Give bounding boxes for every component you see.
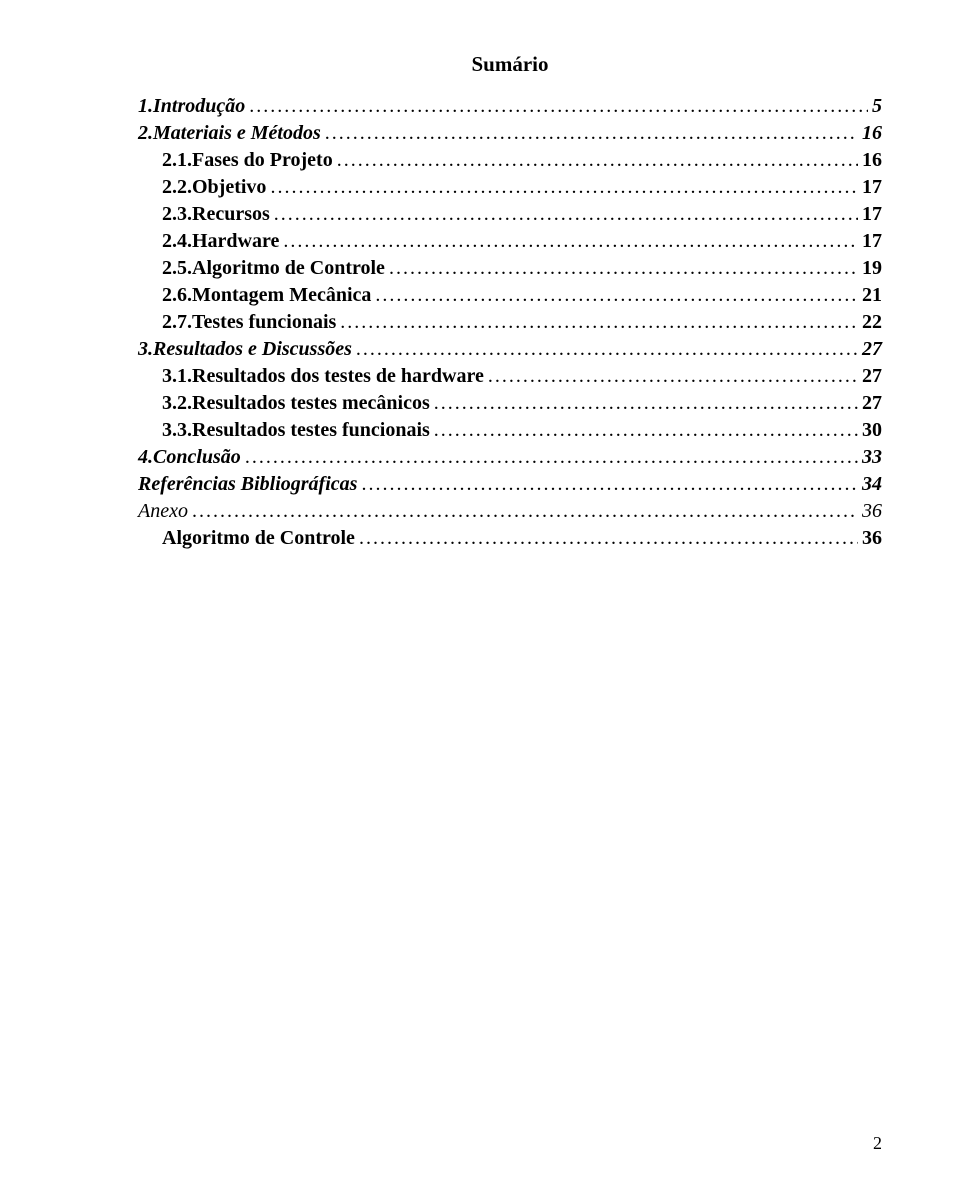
toc-leader (283, 230, 858, 253)
toc-leader (274, 203, 858, 226)
toc-entry-label: 2.6.Montagem Mecânica (162, 284, 371, 307)
toc-entry-page: 19 (862, 257, 882, 280)
toc-entry-label: 4.Conclusão (138, 446, 241, 469)
toc-entry-page: 33 (862, 446, 882, 469)
toc-entry-label: 2.4.Hardware (162, 230, 279, 253)
toc-entry: 2.6.Montagem Mecânica 21 (138, 284, 882, 307)
toc-entry: 2.3.Recursos 17 (138, 203, 882, 226)
toc-entry: 2.5.Algoritmo de Controle 19 (138, 257, 882, 280)
toc-leader (192, 500, 858, 523)
toc-entry-page: 36 (862, 527, 882, 550)
toc-leader (356, 338, 858, 361)
toc-entry: 2.1.Fases do Projeto 16 (138, 149, 882, 172)
page-title: Sumário (138, 52, 882, 77)
toc-entry-label: 3.3.Resultados testes funcionais (162, 419, 430, 442)
toc-entry-label: 2.2.Objetivo (162, 176, 266, 199)
toc-entry-label: 2.1.Fases do Projeto (162, 149, 333, 172)
toc-leader (488, 365, 858, 388)
toc-entry-label: 2.7.Testes funcionais (162, 311, 336, 334)
toc-leader (325, 122, 858, 145)
toc-entry-label: Algoritmo de Controle (162, 527, 355, 550)
toc-entry-page: 27 (862, 338, 882, 361)
toc-leader (361, 473, 858, 496)
toc-entry-page: 17 (862, 230, 882, 253)
toc-entry-page: 27 (862, 392, 882, 415)
toc-entry: 2.Materiais e Métodos 16 (138, 122, 882, 145)
toc-entry: Algoritmo de Controle 36 (138, 527, 882, 550)
toc-entry-page: 36 (862, 500, 882, 523)
toc-leader (270, 176, 858, 199)
toc-entry: 1.Introdução 5 (138, 95, 882, 118)
toc-entry-page: 22 (862, 311, 882, 334)
toc-entry-page: 30 (862, 419, 882, 442)
toc-leader (375, 284, 858, 307)
toc-leader (434, 419, 858, 442)
toc-leader (245, 446, 858, 469)
toc-entry: 4.Conclusão 33 (138, 446, 882, 469)
toc-entry: Referências Bibliográficas 34 (138, 473, 882, 496)
toc-entry-page: 27 (862, 365, 882, 388)
toc-entry: 2.2.Objetivo 17 (138, 176, 882, 199)
toc-entry-label: 3.1.Resultados dos testes de hardware (162, 365, 484, 388)
toc-leader (337, 149, 858, 172)
toc-leader (340, 311, 858, 334)
toc-entry-label: Referências Bibliográficas (138, 473, 357, 496)
toc-entry-page: 21 (862, 284, 882, 307)
toc-entry-label: 2.Materiais e Métodos (138, 122, 321, 145)
toc-entry-page: 5 (872, 95, 882, 118)
toc-entry: 3.2.Resultados testes mecânicos 27 (138, 392, 882, 415)
toc-entry-page: 34 (862, 473, 882, 496)
toc-entry: 3.Resultados e Discussões 27 (138, 338, 882, 361)
toc-entry: 3.1.Resultados dos testes de hardware 27 (138, 365, 882, 388)
toc-leader (434, 392, 858, 415)
toc-entry-label: 2.5.Algoritmo de Controle (162, 257, 385, 280)
toc-page: Sumário 1.Introdução 5 2.Materiais e Méto… (0, 0, 960, 1192)
toc-entry-label: 3.Resultados e Discussões (138, 338, 352, 361)
toc-list: 1.Introdução 52.Materiais e Métodos 162.… (138, 95, 882, 550)
page-number: 2 (873, 1133, 882, 1154)
toc-entry-label: 2.3.Recursos (162, 203, 270, 226)
toc-entry-label: 1.Introdução (138, 95, 245, 118)
toc-entry-page: 16 (862, 122, 882, 145)
toc-entry: 2.4.Hardware 17 (138, 230, 882, 253)
toc-entry: 2.7.Testes funcionais 22 (138, 311, 882, 334)
toc-leader (389, 257, 858, 280)
toc-leader (249, 95, 868, 118)
toc-entry: Anexo 36 (138, 500, 882, 523)
toc-leader (359, 527, 858, 550)
toc-entry-page: 17 (862, 176, 882, 199)
toc-entry-label: Anexo (138, 500, 188, 523)
toc-entry: 3.3.Resultados testes funcionais 30 (138, 419, 882, 442)
toc-entry-page: 16 (862, 149, 882, 172)
toc-entry-label: 3.2.Resultados testes mecânicos (162, 392, 430, 415)
toc-entry-page: 17 (862, 203, 882, 226)
